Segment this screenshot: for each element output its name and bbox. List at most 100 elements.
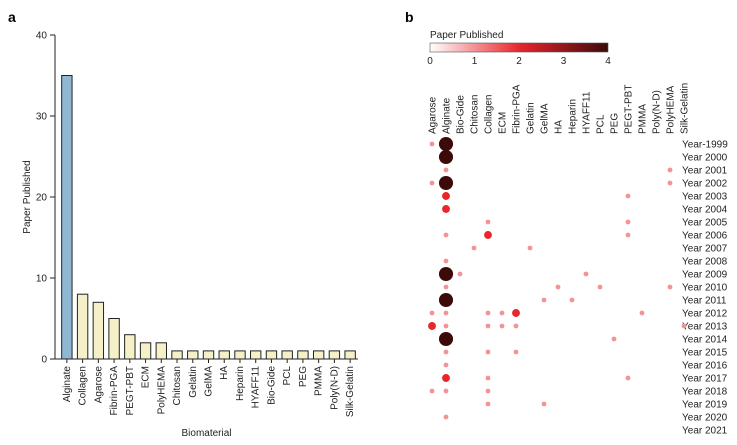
x-tick-label: HYAFF11 <box>251 366 262 409</box>
x-tick-label: Fibrin-PGA <box>109 366 120 416</box>
dot-gelma-year-2011 <box>541 297 547 303</box>
dot-pegt-pbt-year-2006 <box>625 232 631 238</box>
x-tick-label: PMMA <box>314 366 325 396</box>
column-label-hyaff11: HYAFF11 <box>582 91 593 134</box>
dot-agarose-year-2018 <box>429 388 435 394</box>
panel-label-b: b <box>405 9 414 25</box>
dot-fibrin-pga-year-2013 <box>513 323 519 329</box>
column-label-bio-gide: Bio-Gide <box>456 95 467 134</box>
legend-tick-label: 2 <box>516 56 522 67</box>
column-label-chitosan: Chitosan <box>470 95 481 134</box>
row-label: Year 2006 <box>682 231 728 242</box>
dot-collagen-year-2015 <box>485 349 491 355</box>
dot-chitosan-year-2007 <box>471 245 477 251</box>
y-tick-label: 30 <box>36 112 48 123</box>
dot-alginate-year-2014 <box>438 331 454 347</box>
bar-ecm <box>139 342 152 360</box>
dot-bio-gide-year-2009 <box>457 271 463 277</box>
row-label: Year 2013 <box>682 322 728 333</box>
dot-alginate-year-2016 <box>443 362 449 368</box>
dot-alginate-year-2002 <box>438 175 454 191</box>
dot-silk-gelatin-year-2013 <box>681 323 687 329</box>
x-tick-label: PCL <box>282 366 293 386</box>
bar-collagen <box>76 293 89 360</box>
dot-polyhema-year-2002 <box>667 180 673 186</box>
bar-gelma <box>202 350 215 360</box>
row-label: Year 2011 <box>682 296 727 307</box>
x-tick-label: Alginate <box>62 366 73 403</box>
bar-gelatin <box>187 350 199 360</box>
column-label-pmma: PMMA <box>638 104 649 134</box>
dot-ecm-year-2013 <box>499 323 505 329</box>
dot-hyaff11-year-2009 <box>583 271 589 277</box>
x-tick-label: Gelatin <box>188 366 199 398</box>
dot-agarose-year-2012 <box>429 310 435 316</box>
dot-alginate-year-2017 <box>442 374 450 382</box>
dot-agarose-year-1999 <box>429 141 435 147</box>
bar-pegt-pbt <box>124 334 136 360</box>
dot-heatmap: Paper Published 0 1 2 3 4 Agarose Alginate Bio-G… <box>427 30 728 437</box>
x-tick-label: ECM <box>141 366 152 388</box>
dot-collagen-year-2019 <box>485 401 491 407</box>
bar-bio-gide <box>265 350 278 360</box>
dot-polyhema-year-2010 <box>667 284 673 290</box>
dot-ecm-year-2012 <box>499 310 505 316</box>
y-tick-label: 10 <box>36 274 48 285</box>
y-axis-label: Paper Published <box>22 160 33 233</box>
column-label-ecm: ECM <box>498 112 509 134</box>
dot-pegt-pbt-year-2003 <box>625 193 631 199</box>
row-label: Year 2000 <box>682 153 728 164</box>
dot-collagen-year-2013 <box>485 323 491 329</box>
dot-alginate-year-2008 <box>443 258 449 264</box>
column-label-peg: PEG <box>610 113 621 134</box>
bar-chart: 0 10 20 30 40 Paper Published Alginate Collagen… <box>22 31 358 439</box>
row-label: Year 2021 <box>682 426 728 437</box>
x-tick-label: Chitosan <box>172 366 183 405</box>
column-label-alginate: Alginate <box>442 97 453 134</box>
bar-peg <box>297 350 309 360</box>
bar-silk-gelatin <box>344 350 356 360</box>
dot-collagen-year-2005 <box>485 219 491 225</box>
row-label: Year 2017 <box>682 374 728 385</box>
x-tick-label: GelMA <box>204 366 215 397</box>
dot-gelatin-year-2007 <box>527 245 533 251</box>
column-label-poly-n-d: Poly(N-D) <box>652 90 663 134</box>
legend-tick-label: 3 <box>561 56 567 67</box>
row-label: Year 2010 <box>682 283 728 294</box>
column-label-collagen: Collagen <box>484 95 495 134</box>
dot-alginate-year-2012 <box>443 310 449 316</box>
dot-peg-year-2014 <box>611 336 617 342</box>
dot-fibrin-pga-year-2015 <box>513 349 519 355</box>
x-tick-label: Heparin <box>235 366 246 401</box>
dot-fibrin-pga-year-2012 <box>512 309 520 317</box>
row-label: Year 2019 <box>682 400 728 411</box>
dot-alginate-year-2010 <box>443 284 449 290</box>
row-label: Year 2009 <box>682 270 728 281</box>
bar-chitosan <box>171 350 183 360</box>
bar-pcl <box>281 350 293 360</box>
column-label-gelma: GelMA <box>540 103 551 134</box>
dot-pmma-year-2012 <box>639 310 645 316</box>
dot-alginate-year-2009 <box>438 266 454 282</box>
legend-title: Paper Published <box>430 30 503 41</box>
dot-agarose-year-2013 <box>428 322 436 330</box>
x-tick-label: PEG <box>298 366 309 387</box>
dot-alginate-year-2004 <box>442 205 450 213</box>
row-label: Year 2015 <box>682 348 728 359</box>
dot-alginate-year-2001 <box>443 167 449 173</box>
row-label: Year 2005 <box>682 218 728 229</box>
y-tick-label: 40 <box>36 31 48 42</box>
row-label: Year 2012 <box>682 309 728 320</box>
x-tick-label: Collagen <box>78 366 89 405</box>
dot-alginate-year-2011 <box>438 292 454 308</box>
dot-alginate-year-2003 <box>442 192 450 200</box>
y-tick-label: 0 <box>41 355 47 366</box>
column-label-pcl: PCL <box>596 114 607 134</box>
x-tick-label: PolyHEMA <box>156 366 167 415</box>
bar-hyaff11 <box>250 350 262 360</box>
bar-alginate <box>61 75 73 360</box>
dot-collagen-year-2017 <box>485 375 491 381</box>
column-label-pegt-pbt: PEGT-PBT <box>624 85 635 134</box>
x-tick-label: Agarose <box>93 366 104 404</box>
